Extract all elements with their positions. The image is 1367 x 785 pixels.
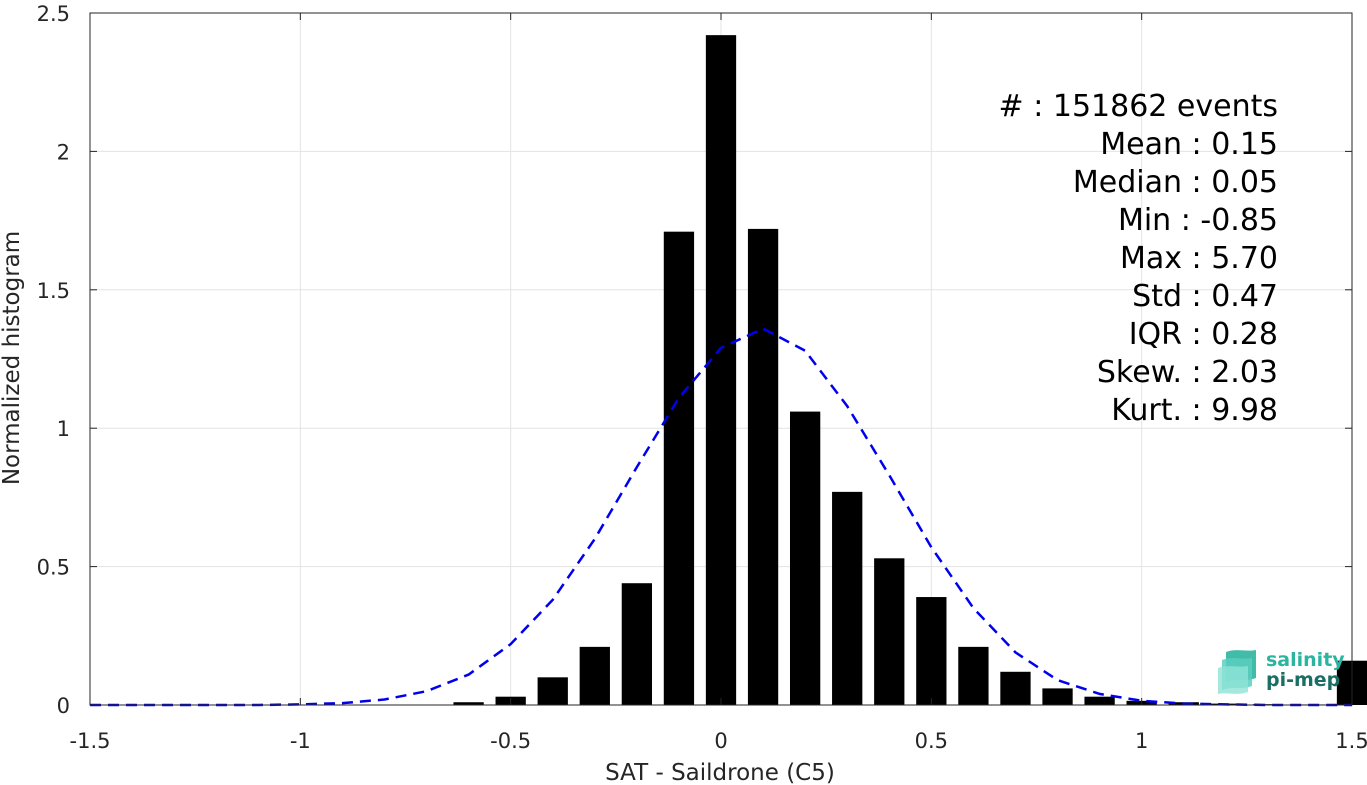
histogram-bar [705, 35, 737, 706]
histogram-bar [958, 646, 989, 705]
y-axis-label: Normalized histogram [0, 231, 25, 485]
y-tick-label: 0 [57, 694, 70, 718]
histogram-bar [453, 702, 484, 705]
y-tick-labels: 0 0.5 1 1.5 2 2.5 [37, 2, 70, 718]
x-tick-label: -0.5 [490, 729, 531, 753]
histogram-bar [747, 228, 779, 706]
logo: salinity pi-mep [1218, 649, 1345, 694]
x-tick-label: 1 [1135, 729, 1148, 753]
histogram-bar [1084, 696, 1115, 705]
logo-line2: pi-mep [1266, 669, 1340, 691]
x-tick-label: -1 [290, 729, 311, 753]
histogram-bar [537, 677, 568, 705]
histogram-bar [579, 646, 610, 705]
stat-line: Std : 0.47 [1132, 279, 1278, 314]
histogram-bar [789, 411, 821, 705]
histogram-bar [1042, 688, 1073, 705]
histogram-bar [916, 597, 947, 705]
x-tick-label: -1.5 [70, 729, 111, 753]
x-axis-label: SAT - Saildrone (C5) [605, 760, 835, 785]
stat-line: Skew. : 2.03 [1097, 355, 1278, 390]
stat-line: Max : 5.70 [1120, 241, 1278, 276]
stat-line: Mean : 0.15 [1100, 127, 1278, 162]
histogram-bar [1000, 671, 1031, 705]
histogram-bar [832, 491, 863, 705]
histogram-bar [874, 558, 905, 705]
stat-line: Median : 0.05 [1073, 165, 1278, 200]
y-tick-label: 2.5 [37, 2, 70, 26]
x-tick-label: 0 [714, 729, 727, 753]
stat-line: Kurt. : 9.98 [1111, 393, 1278, 428]
y-tick-label: 0.5 [37, 556, 70, 580]
histogram-bar [663, 231, 695, 705]
x-tick-label: 0.5 [915, 729, 948, 753]
stat-line: Min : -0.85 [1118, 203, 1278, 238]
x-tick-labels: -1.5 -1 -0.5 0 0.5 1 1.5 [70, 729, 1367, 753]
histogram-bars [453, 35, 1367, 706]
y-tick-label: 2 [57, 140, 70, 164]
x-tick-label: 1.5 [1335, 729, 1367, 753]
fit-curve [90, 327, 1352, 707]
logo-waves-icon [1218, 650, 1256, 694]
axis-ticks [89, 12, 1353, 706]
stat-line: IQR : 0.28 [1129, 317, 1278, 352]
stat-line: # : 151862 events [999, 89, 1278, 124]
y-tick-label: 1 [57, 417, 70, 441]
logo-line1: salinity [1266, 649, 1345, 671]
y-tick-label: 1.5 [37, 279, 70, 303]
histogram-bar [621, 583, 653, 705]
